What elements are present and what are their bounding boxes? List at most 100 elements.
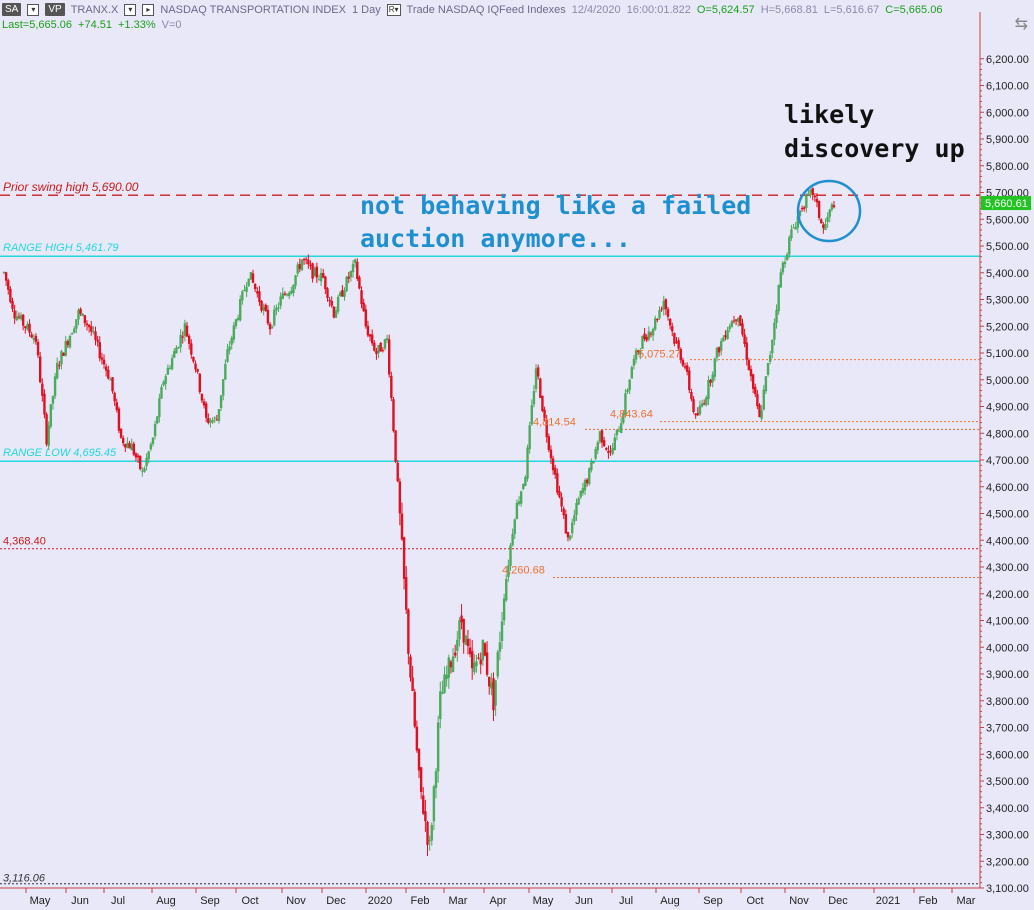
candle-body	[473, 662, 476, 673]
play-icon[interactable]: ▸	[142, 3, 155, 16]
candle-body	[392, 399, 395, 431]
candle-body	[702, 403, 706, 405]
candle	[58, 360, 61, 370]
candle	[602, 436, 606, 448]
candle	[98, 336, 101, 362]
candle	[30, 331, 33, 339]
candle-body	[405, 577, 408, 610]
y-tick-label: 4,800.00	[986, 428, 1029, 440]
volume-value: V=0	[161, 18, 182, 31]
candle-body	[313, 267, 316, 277]
period-label[interactable]: 1 Day	[351, 3, 381, 16]
candle-body	[547, 436, 551, 450]
candle-body	[826, 216, 829, 222]
candle	[760, 405, 763, 422]
candle-body	[566, 532, 570, 538]
candle	[543, 406, 546, 422]
candle	[36, 339, 40, 358]
candle-body	[192, 356, 195, 362]
candle-body	[247, 278, 250, 286]
candle	[62, 352, 65, 357]
high-value: H=5,668.81	[760, 3, 818, 16]
candle-body	[113, 392, 116, 402]
candle-body	[183, 323, 187, 336]
candle-body	[564, 514, 568, 534]
r-button[interactable]: R▾	[386, 3, 401, 16]
candle-body	[294, 275, 297, 286]
candle-body	[373, 342, 376, 351]
candle-body	[609, 450, 612, 452]
candle	[711, 371, 714, 388]
candle-body	[234, 319, 238, 327]
candle-body	[196, 369, 199, 372]
candle-body	[526, 447, 529, 479]
vp-button[interactable]: VP	[45, 3, 65, 16]
sync-arrows-icon[interactable]: ⇆	[1014, 16, 1028, 33]
candle	[107, 365, 110, 380]
candle-body	[249, 272, 253, 280]
candle-body	[539, 378, 542, 398]
candle	[200, 393, 204, 404]
candle-body	[375, 350, 378, 355]
candle-body	[194, 363, 197, 370]
candle	[783, 256, 787, 268]
level-label: 4,368.40	[3, 536, 46, 548]
candle	[383, 338, 387, 351]
candle	[477, 653, 480, 660]
candle-body	[330, 300, 333, 306]
candle-body	[749, 369, 753, 377]
candle	[68, 334, 72, 349]
candle-body	[147, 451, 150, 460]
candle	[38, 352, 42, 384]
candle-body	[141, 470, 144, 472]
candle	[279, 292, 282, 310]
candle-body	[109, 379, 112, 381]
candle	[192, 356, 195, 364]
candle	[239, 295, 242, 322]
candle-body	[656, 318, 659, 320]
level-label: 4,260.68	[502, 565, 545, 577]
candle	[592, 460, 595, 464]
candle-body	[224, 363, 227, 380]
open-value: O=5,624.57	[696, 3, 755, 16]
candle-body	[436, 722, 440, 772]
y-tick-label: 5,100.00	[986, 348, 1029, 360]
candle	[571, 518, 574, 538]
candle-body	[128, 443, 131, 449]
candle	[771, 339, 774, 359]
candle-body	[619, 423, 623, 434]
quote-time: 16:00:01.822	[626, 3, 691, 16]
candle	[579, 490, 582, 500]
candle-body	[760, 410, 763, 419]
candle-body	[622, 413, 625, 423]
symbol-label[interactable]: TRANX.X	[70, 3, 119, 16]
candle-body	[345, 276, 348, 292]
level-label: 4,843.64	[610, 409, 653, 421]
y-tick-label: 6,100.00	[986, 81, 1029, 93]
symbol-dropdown-icon[interactable]: ▾	[124, 3, 137, 16]
candle	[385, 334, 389, 344]
candle-body	[156, 416, 159, 424]
candle	[60, 349, 63, 370]
candle-body	[502, 598, 506, 621]
candle-body	[358, 277, 361, 289]
x-tick-label: Mar	[957, 895, 976, 907]
candle-body	[77, 309, 80, 320]
candle-body	[507, 565, 510, 578]
candle	[605, 447, 608, 451]
candle-body	[13, 310, 16, 319]
level-labels: Prior swing high 5,690.00 RANGE HIGH 5,46…	[3, 180, 681, 885]
candle-body	[311, 263, 314, 279]
candle-body	[598, 431, 602, 442]
candle-body	[630, 367, 634, 379]
dropdown-arrow-icon[interactable]: ▾	[27, 3, 40, 16]
candle	[573, 509, 576, 525]
candle	[379, 342, 382, 352]
x-tick-label: Aug	[156, 895, 176, 907]
candle	[394, 430, 397, 463]
sa-button[interactable]: SA	[2, 3, 22, 16]
candle-body	[528, 425, 531, 450]
candle	[364, 304, 367, 329]
candle-body	[505, 579, 508, 601]
